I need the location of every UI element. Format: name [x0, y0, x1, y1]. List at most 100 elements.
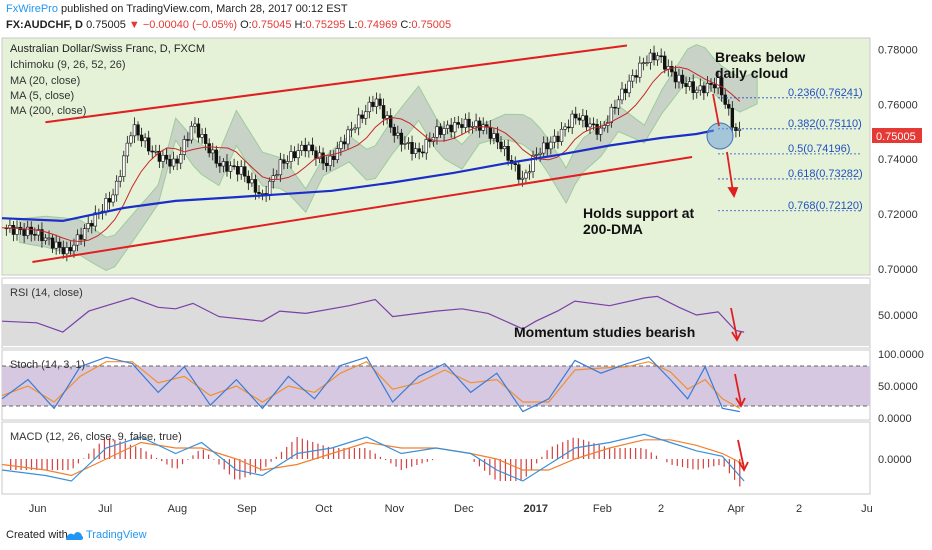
macd-axis-tick: 0.0000	[878, 454, 912, 466]
candle-body	[367, 101, 372, 113]
candle-body	[186, 139, 190, 141]
candle-body	[339, 141, 343, 149]
publish-info: published on TradingView.com, March 28, …	[57, 3, 348, 15]
candle-body	[559, 128, 564, 142]
price-axis-tick: 0.78000	[878, 45, 918, 57]
candle-body	[712, 84, 717, 89]
candle-body	[527, 171, 532, 174]
candle-body	[663, 55, 667, 70]
legend-symbol[interactable]: Australian Dollar/Swiss Franc, D, FXCM	[10, 43, 205, 55]
candle-body	[588, 123, 592, 128]
candle-body	[203, 134, 208, 144]
last-price: 0.75005	[86, 19, 126, 31]
stoch-legend[interactable]: Stoch (14, 3, 1)	[10, 359, 85, 371]
fib-level-label: 0.618(0.73282)	[788, 168, 863, 180]
stoch-axis-tick: 50.0000	[878, 381, 918, 393]
candle-body	[61, 247, 65, 255]
candle-body	[324, 162, 329, 166]
candle-body	[314, 150, 318, 159]
candle-body	[82, 228, 87, 240]
rsi-legend[interactable]: RSI (14, close)	[10, 287, 83, 299]
candle-body	[534, 154, 539, 156]
candle-body	[129, 135, 133, 144]
candle-body	[218, 163, 222, 167]
annotation-breaks-2: daily cloud	[715, 65, 788, 81]
candle-body	[175, 158, 179, 164]
candle-body	[552, 135, 557, 143]
candle-body	[655, 55, 660, 61]
publisher-brand[interactable]: FxWirePro	[6, 3, 58, 15]
candle-body	[492, 133, 496, 139]
candle-body	[413, 148, 418, 154]
candle-body	[506, 146, 510, 161]
candle-body	[613, 106, 617, 109]
candle-body	[549, 141, 553, 150]
stoch-axis-tick: 0.0000	[878, 413, 912, 425]
candle-body	[659, 55, 663, 58]
macd-legend[interactable]: MACD (12, 26, close, 9, false, true)	[10, 431, 182, 443]
candle-body	[250, 179, 254, 184]
candle-body	[90, 223, 94, 227]
open-value: 0.75045	[251, 19, 292, 31]
indicator-lines	[1, 295, 745, 487]
candle-body	[303, 144, 307, 152]
candle-body	[321, 152, 325, 164]
candle-body	[111, 194, 115, 203]
candle-body	[410, 142, 414, 154]
symbol-label[interactable]: FX:AUDCHF, D	[6, 19, 83, 31]
candle-body	[54, 241, 58, 249]
candle-body	[292, 151, 297, 159]
candle-body	[524, 172, 528, 179]
candle-body	[687, 81, 692, 87]
x-axis-tick: Jul	[98, 503, 112, 515]
candle-body	[385, 115, 389, 119]
candle-body	[228, 165, 233, 172]
fib-level-label: 0.5(0.74196)	[788, 143, 850, 155]
candle-body	[581, 115, 585, 121]
legend-ma20[interactable]: MA (20, close)	[10, 75, 80, 87]
candle-body	[275, 174, 279, 177]
price-legend: Australian Dollar/Swiss Franc, D, FXCM I…	[10, 43, 205, 117]
close-value: 0.75005	[411, 19, 452, 31]
candle-body	[623, 88, 628, 94]
candle-body	[673, 71, 678, 83]
candle-body	[182, 139, 186, 155]
fibonacci-levels: 0.236(0.76241) 0.382(0.75110) 0.5(0.74196)…	[718, 87, 863, 212]
candle-body	[467, 118, 471, 128]
candle-body	[353, 127, 357, 130]
annotation-holds-2: 200-DMA	[583, 221, 643, 237]
candle-body	[171, 158, 176, 167]
candle-body	[150, 150, 154, 153]
close-label: C:	[400, 19, 412, 31]
legend-ma200[interactable]: MA (200, close)	[10, 105, 86, 117]
legend-ichimoku[interactable]: Ichimoku (9, 26, 52, 26)	[10, 59, 126, 71]
candle-body	[371, 101, 375, 107]
x-axis-tick: Sep	[237, 503, 257, 515]
tradingview-brand[interactable]: TradingView	[86, 529, 147, 541]
candle-body	[118, 176, 122, 182]
candle-body	[346, 129, 350, 145]
candle-body	[488, 126, 493, 139]
candle-body	[435, 126, 439, 138]
chart-svg[interactable]: 0.236(0.76241) 0.382(0.75110) 0.5(0.74196)…	[0, 36, 932, 522]
candle-body	[634, 75, 638, 78]
candle-body	[136, 124, 140, 136]
x-axis-tick: Nov	[385, 503, 405, 515]
candle-body	[460, 124, 464, 128]
candle-body	[200, 134, 204, 138]
created-with: Created with	[6, 529, 68, 541]
legend-ma5[interactable]: MA (5, close)	[10, 90, 74, 102]
candle-body	[161, 154, 165, 162]
x-axis-tick: 2	[658, 503, 664, 515]
candle-body	[15, 226, 19, 235]
candle-body	[25, 226, 30, 236]
stoch-axis-tick: 100.0000	[878, 349, 924, 361]
candle-body	[570, 113, 574, 128]
x-axis-tick: Apr	[727, 503, 744, 515]
candle-body	[196, 123, 201, 138]
candle-body	[253, 179, 258, 193]
price-axis-tick: 0.70000	[878, 264, 918, 276]
candle-body	[317, 152, 322, 159]
arrow-macd	[737, 439, 745, 469]
macd-signal-line	[1, 439, 745, 477]
